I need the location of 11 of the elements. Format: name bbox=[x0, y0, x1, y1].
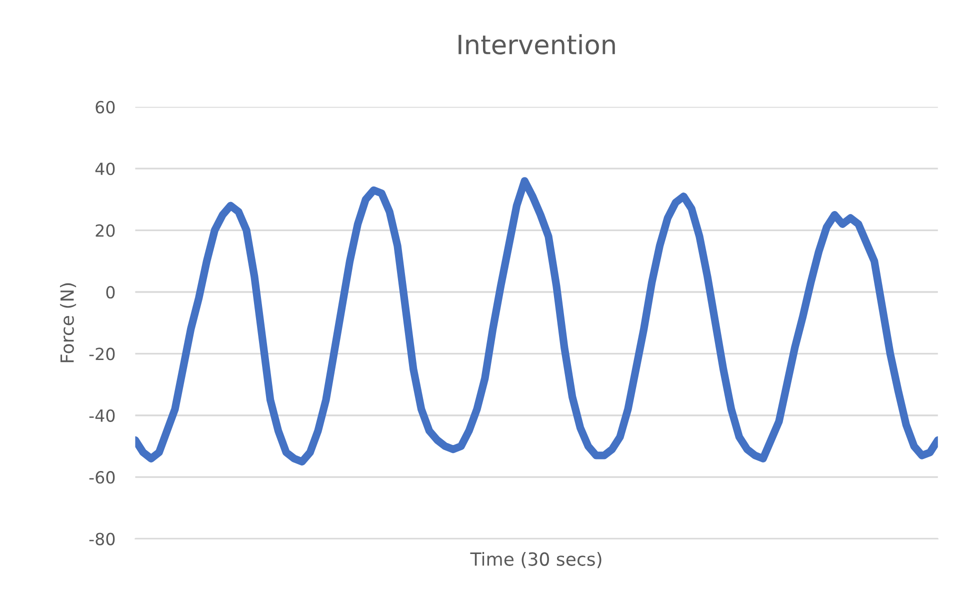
chart-title: Intervention bbox=[458, 34, 615, 55]
y-tick-label: 40 bbox=[95, 162, 115, 176]
y-tick-label: -60 bbox=[89, 471, 115, 484]
y-tick-label: 0 bbox=[106, 286, 115, 299]
y-tick-label: -40 bbox=[89, 409, 115, 422]
x-axis-title: Time (30 secs) bbox=[470, 552, 602, 568]
y-tick-label: 20 bbox=[96, 224, 115, 237]
y-tick-label: -20 bbox=[89, 348, 115, 360]
y-tick-label: 60 bbox=[96, 100, 115, 114]
y-axis-title: Force (N) bbox=[60, 283, 76, 362]
y-tick-label: -80 bbox=[89, 532, 115, 546]
